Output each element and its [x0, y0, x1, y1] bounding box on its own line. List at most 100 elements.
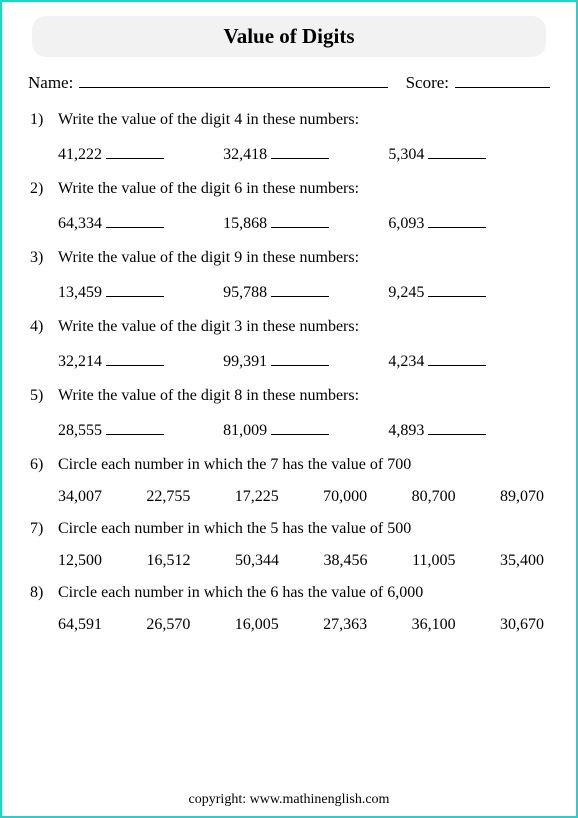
problem-prompt: Write the value of the digit 3 in these … [58, 318, 554, 336]
circle-option[interactable]: 35,400 [500, 552, 544, 570]
problem-body: 41,222 32,418 5,304 [58, 143, 554, 164]
problem-prompt: Write the value of the digit 4 in these … [58, 111, 554, 129]
circle-option[interactable]: 64,591 [58, 616, 102, 634]
circle-option[interactable]: 89,070 [500, 488, 544, 506]
given-number: 4,234 [388, 353, 424, 371]
write-item: 4,234 [388, 350, 553, 371]
given-number: 32,214 [58, 353, 102, 371]
answer-blank[interactable] [428, 419, 486, 435]
write-item: 95,788 [223, 281, 388, 302]
problem-3: 3)Write the value of the digit 9 in thes… [30, 249, 554, 302]
write-item: 6,093 [388, 212, 553, 233]
problem-header: 7)Circle each number in which the 5 has … [30, 520, 554, 538]
score-blank[interactable] [455, 71, 550, 88]
write-item: 4,893 [388, 419, 553, 440]
circle-option[interactable]: 34,007 [58, 488, 102, 506]
circle-option[interactable]: 27,363 [323, 616, 367, 634]
answer-blank[interactable] [428, 281, 486, 297]
circle-option[interactable]: 30,670 [500, 616, 544, 634]
circle-option[interactable]: 17,225 [235, 488, 279, 506]
circle-option[interactable]: 11,005 [412, 552, 455, 570]
answer-blank[interactable] [271, 350, 329, 366]
given-number: 15,868 [223, 215, 267, 233]
given-number: 41,222 [58, 146, 102, 164]
problem-header: 6)Circle each number in which the 7 has … [30, 456, 554, 474]
problem-7: 7)Circle each number in which the 5 has … [30, 520, 554, 570]
problem-header: 5)Write the value of the digit 8 in thes… [30, 387, 554, 405]
circle-option[interactable]: 70,000 [323, 488, 367, 506]
score-label: Score: [406, 73, 449, 93]
write-item: 5,304 [388, 143, 553, 164]
answer-blank[interactable] [271, 212, 329, 228]
name-label: Name: [28, 73, 73, 93]
problem-8: 8)Circle each number in which the 6 has … [30, 584, 554, 634]
answer-blank[interactable] [271, 143, 329, 159]
given-number: 99,391 [223, 353, 267, 371]
write-item: 15,868 [223, 212, 388, 233]
problem-number: 2) [30, 180, 58, 198]
circle-options: 34,007 22,755 17,225 70,000 80,700 89,070 [58, 488, 554, 506]
answer-blank[interactable] [271, 281, 329, 297]
problem-body: 28,55581,009 4,893 [58, 419, 554, 440]
write-item: 41,222 [58, 143, 223, 164]
problem-header: 4)Write the value of the digit 3 in thes… [30, 318, 554, 336]
write-item: 32,214 [58, 350, 223, 371]
answer-blank[interactable] [428, 143, 486, 159]
worksheet-page: Value of Digits Name: Score: 1)Write the… [0, 0, 578, 818]
circle-option[interactable]: 50,344 [235, 552, 279, 570]
circle-option[interactable]: 80,700 [412, 488, 456, 506]
write-item: 28,555 [58, 419, 223, 440]
answer-blank[interactable] [106, 281, 164, 297]
answer-blank[interactable] [428, 212, 486, 228]
meta-row: Name: Score: [28, 71, 550, 93]
given-number: 64,334 [58, 215, 102, 233]
problem-number: 3) [30, 249, 58, 267]
write-item: 32,418 [223, 143, 388, 164]
problem-1: 1)Write the value of the digit 4 in thes… [30, 111, 554, 164]
circle-option[interactable]: 38,456 [324, 552, 368, 570]
problem-body: 13,459 95,7889,245 [58, 281, 554, 302]
given-number: 32,418 [223, 146, 267, 164]
answer-blank[interactable] [106, 350, 164, 366]
copyright-footer: copyright: www.mathinenglish.com [2, 792, 576, 808]
given-number: 81,009 [223, 422, 267, 440]
answer-blank[interactable] [106, 419, 164, 435]
problem-number: 4) [30, 318, 58, 336]
problem-header: 8)Circle each number in which the 6 has … [30, 584, 554, 602]
problem-prompt: Circle each number in which the 7 has th… [58, 456, 554, 474]
write-item: 81,009 [223, 419, 388, 440]
problem-prompt: Write the value of the digit 9 in these … [58, 249, 554, 267]
given-number: 13,459 [58, 284, 102, 302]
answer-blank[interactable] [428, 350, 486, 366]
problem-header: 2)Write the value of the digit 6 in thes… [30, 180, 554, 198]
circle-option[interactable]: 36,100 [412, 616, 456, 634]
problem-list: 1)Write the value of the digit 4 in thes… [30, 111, 554, 634]
circle-option[interactable]: 16,005 [235, 616, 279, 634]
write-item: 64,334 [58, 212, 223, 233]
circle-option[interactable]: 26,570 [146, 616, 190, 634]
worksheet-title: Value of Digits [32, 16, 546, 57]
answer-blank[interactable] [106, 143, 164, 159]
given-number: 9,245 [388, 284, 424, 302]
circle-option[interactable]: 22,755 [146, 488, 190, 506]
problem-number: 7) [30, 520, 58, 538]
given-number: 6,093 [388, 215, 424, 233]
problem-prompt: Write the value of the digit 6 in these … [58, 180, 554, 198]
circle-option[interactable]: 16,512 [147, 552, 191, 570]
given-number: 4,893 [388, 422, 424, 440]
problem-body: 64,334 15,868 6,093 [58, 212, 554, 233]
problem-6: 6)Circle each number in which the 7 has … [30, 456, 554, 506]
circle-options: 64,591 26,570 16,005 27,363 36,100 30,670 [58, 616, 554, 634]
problem-header: 1)Write the value of the digit 4 in thes… [30, 111, 554, 129]
problem-4: 4)Write the value of the digit 3 in thes… [30, 318, 554, 371]
given-number: 5,304 [388, 146, 424, 164]
problem-number: 6) [30, 456, 58, 474]
circle-option[interactable]: 12,500 [58, 552, 102, 570]
write-item: 99,391 [223, 350, 388, 371]
name-blank[interactable] [79, 71, 387, 88]
problem-2: 2)Write the value of the digit 6 in thes… [30, 180, 554, 233]
answer-blank[interactable] [106, 212, 164, 228]
problem-5: 5)Write the value of the digit 8 in thes… [30, 387, 554, 440]
write-item: 13,459 [58, 281, 223, 302]
answer-blank[interactable] [271, 419, 329, 435]
